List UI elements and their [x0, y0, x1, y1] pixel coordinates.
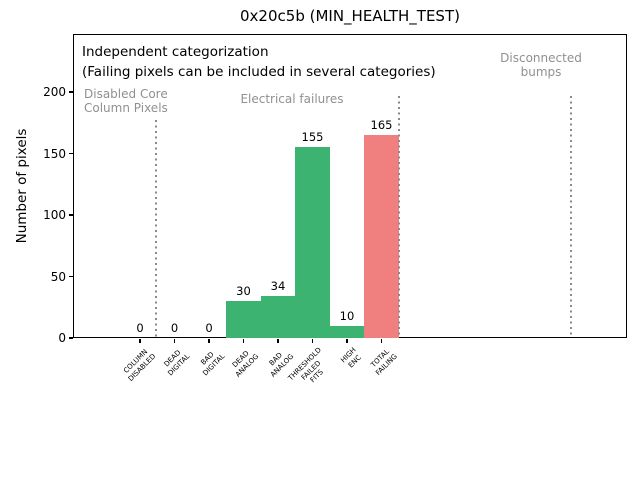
y-tick-mark: [68, 337, 73, 339]
annotation-text: (Failing pixels can be included in sever…: [82, 64, 436, 80]
bar: [260, 296, 296, 338]
bar: [329, 325, 365, 338]
x-tick-mark: [277, 338, 279, 343]
bar-value-label: 30: [236, 284, 251, 299]
x-tick-mark: [173, 338, 176, 343]
x-tick-mark: [346, 338, 348, 343]
x-tick-mark: [311, 338, 314, 343]
y-tick-label: 100: [43, 208, 66, 222]
bar: [364, 135, 399, 338]
bar: [295, 147, 330, 338]
y-tick-mark: [68, 91, 73, 93]
x-tick-label: THRESHOLD FAILED FITS: [286, 346, 326, 385]
y-tick-label: 50: [50, 269, 66, 284]
x-tick-label: TOTAL FAILING: [369, 347, 399, 377]
bar-value-label: 0: [205, 321, 213, 335]
x-tick-label: BAD DIGITAL: [199, 350, 226, 378]
x-tick-mark: [242, 338, 245, 343]
bar-value-label: 10: [339, 308, 355, 323]
y-tick-mark: [68, 152, 73, 155]
chart-title: 0x20c5b (MIN_HEALTH_TEST): [240, 7, 460, 25]
y-tick-label: 200: [43, 85, 66, 99]
bar-value-label: 34: [270, 279, 286, 294]
annotation-text: Disabled Core Column Pixels: [84, 87, 168, 116]
annotation-text: Electrical failures: [240, 92, 344, 106]
bar: [226, 301, 261, 338]
x-tick-mark: [139, 338, 141, 343]
x-tick-label: HIGH ENC: [339, 346, 363, 370]
x-tick-label: DEAD ANALOG: [231, 349, 261, 379]
separator-line: [398, 96, 400, 338]
annotation-text: Independent categorization: [82, 44, 269, 60]
annotation-text: Disconnected bumps: [500, 51, 582, 80]
y-tick-mark: [68, 214, 73, 216]
plot-area: [73, 34, 627, 338]
bar-value-label: 0: [170, 321, 179, 335]
y-tick-mark: [68, 275, 73, 278]
y-tick-label: 150: [43, 146, 66, 161]
bar-value-label: 165: [370, 118, 393, 133]
separator-line: [154, 120, 157, 338]
x-tick-label: DEAD DIGITAL: [162, 348, 192, 378]
separator-line: [570, 96, 572, 338]
x-tick-label: COLUMN DISABLED: [121, 347, 157, 383]
y-tick-label: 0: [58, 331, 66, 345]
bar-value-label: 0: [136, 321, 144, 335]
x-tick-mark: [380, 338, 383, 343]
x-tick-mark: [208, 338, 210, 343]
bar-value-label: 155: [301, 130, 324, 145]
